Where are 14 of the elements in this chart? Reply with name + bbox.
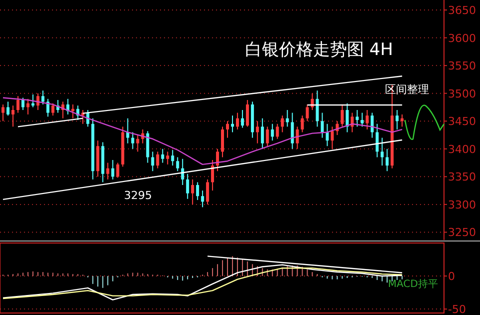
annotation: 3295 [124,189,152,202]
annotation: MACD持平 [388,278,438,290]
y-tick-label: -50 [448,303,466,315]
y-tick-label: 3400 [448,142,476,156]
y-tick-label: 3650 [448,4,476,17]
y-tick-label: 3600 [448,32,476,45]
y-tick-label: 0 [448,270,455,284]
text: 白银价格走势图 4H [245,40,394,60]
y-tick-label: 3350 [448,170,476,184]
y-tick-label: 3550 [448,60,476,73]
y-tick-label: 3250 [448,226,476,240]
y-tick-label: 3300 [448,198,476,212]
y-tick-label: 3500 [448,87,476,100]
y-tick-label: 3450 [448,115,476,128]
